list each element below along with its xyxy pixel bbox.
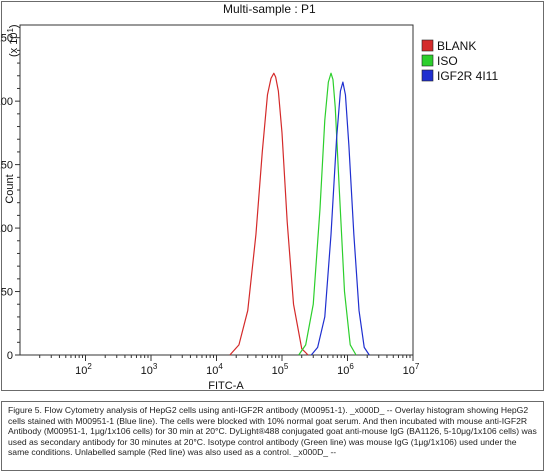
legend-label: ISO bbox=[437, 54, 458, 68]
series-layer bbox=[229, 72, 370, 356]
legend-label: BLANK bbox=[437, 39, 476, 53]
legend-swatch bbox=[421, 54, 434, 67]
x-tick-label: 107 bbox=[403, 362, 420, 377]
series-line-1 bbox=[229, 72, 309, 356]
x-tick-label: 105 bbox=[272, 362, 289, 377]
x-tick-label: 104 bbox=[206, 362, 223, 377]
x-tick-label: 106 bbox=[337, 362, 354, 377]
legend-swatch bbox=[421, 39, 434, 52]
y-tick-label: 0 bbox=[7, 350, 13, 362]
series-line-3 bbox=[310, 81, 370, 356]
y-tick-label: 50 bbox=[1, 287, 13, 299]
y-tick-label: 100 bbox=[0, 223, 13, 235]
flow-cytometry-chart: Multi-sample : P1 (x 101) Count FITC-A 0… bbox=[0, 2, 498, 392]
series-line-2 bbox=[298, 72, 357, 356]
legend-swatch bbox=[421, 69, 434, 82]
x-tick-label: 102 bbox=[75, 362, 92, 377]
plot-frame bbox=[1, 1, 544, 391]
y-tick-label: 250 bbox=[0, 33, 13, 45]
legend-label: IGF2R 4I11 bbox=[437, 69, 498, 83]
y-multiplier-exp: 1 bbox=[6, 28, 15, 33]
x-tick-label: 103 bbox=[141, 362, 158, 377]
plot-area bbox=[19, 24, 414, 356]
chart-title: Multi-sample : P1 bbox=[223, 2, 316, 16]
y-tick-label: 150 bbox=[0, 160, 13, 172]
figure-caption: Figure 5. Flow Cytometry analysis of Hep… bbox=[1, 401, 544, 471]
y-multiplier-close: ) bbox=[8, 24, 20, 28]
y-axis-label: Count bbox=[4, 174, 16, 203]
y-tick-label: 200 bbox=[0, 96, 13, 108]
x-axis-label: FITC-A bbox=[208, 380, 244, 392]
ticks-layer: 0 50 100 150 200 250 102 103 104 105 106 107 bbox=[0, 33, 420, 377]
